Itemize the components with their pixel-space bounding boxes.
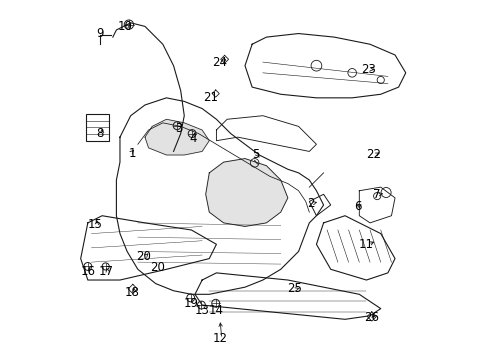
Text: 18: 18 <box>125 286 140 299</box>
Text: 4: 4 <box>190 132 197 145</box>
Text: 20: 20 <box>150 261 165 274</box>
Text: 19: 19 <box>184 297 199 310</box>
Text: 24: 24 <box>213 55 227 69</box>
Text: 12: 12 <box>213 333 227 346</box>
Text: 22: 22 <box>366 148 381 162</box>
Text: 23: 23 <box>361 63 376 76</box>
Text: 17: 17 <box>98 265 113 278</box>
Polygon shape <box>206 158 288 226</box>
Text: 16: 16 <box>80 265 96 278</box>
Text: 26: 26 <box>364 311 379 324</box>
Text: 1: 1 <box>129 147 136 160</box>
Text: 10: 10 <box>118 20 133 33</box>
Text: 14: 14 <box>209 304 224 317</box>
Text: 25: 25 <box>288 283 302 296</box>
Text: 6: 6 <box>354 200 361 213</box>
Bar <box>86 114 109 141</box>
Text: 8: 8 <box>97 127 104 140</box>
Text: 15: 15 <box>88 218 102 231</box>
Text: 7: 7 <box>373 188 381 201</box>
Text: 13: 13 <box>195 304 210 317</box>
Text: 11: 11 <box>359 238 374 251</box>
Text: 21: 21 <box>203 91 219 104</box>
Text: 2: 2 <box>307 197 315 210</box>
Text: 9: 9 <box>97 27 104 40</box>
Text: 20: 20 <box>136 250 150 263</box>
Text: 5: 5 <box>252 148 259 162</box>
Polygon shape <box>145 119 209 155</box>
Text: 3: 3 <box>175 122 183 135</box>
